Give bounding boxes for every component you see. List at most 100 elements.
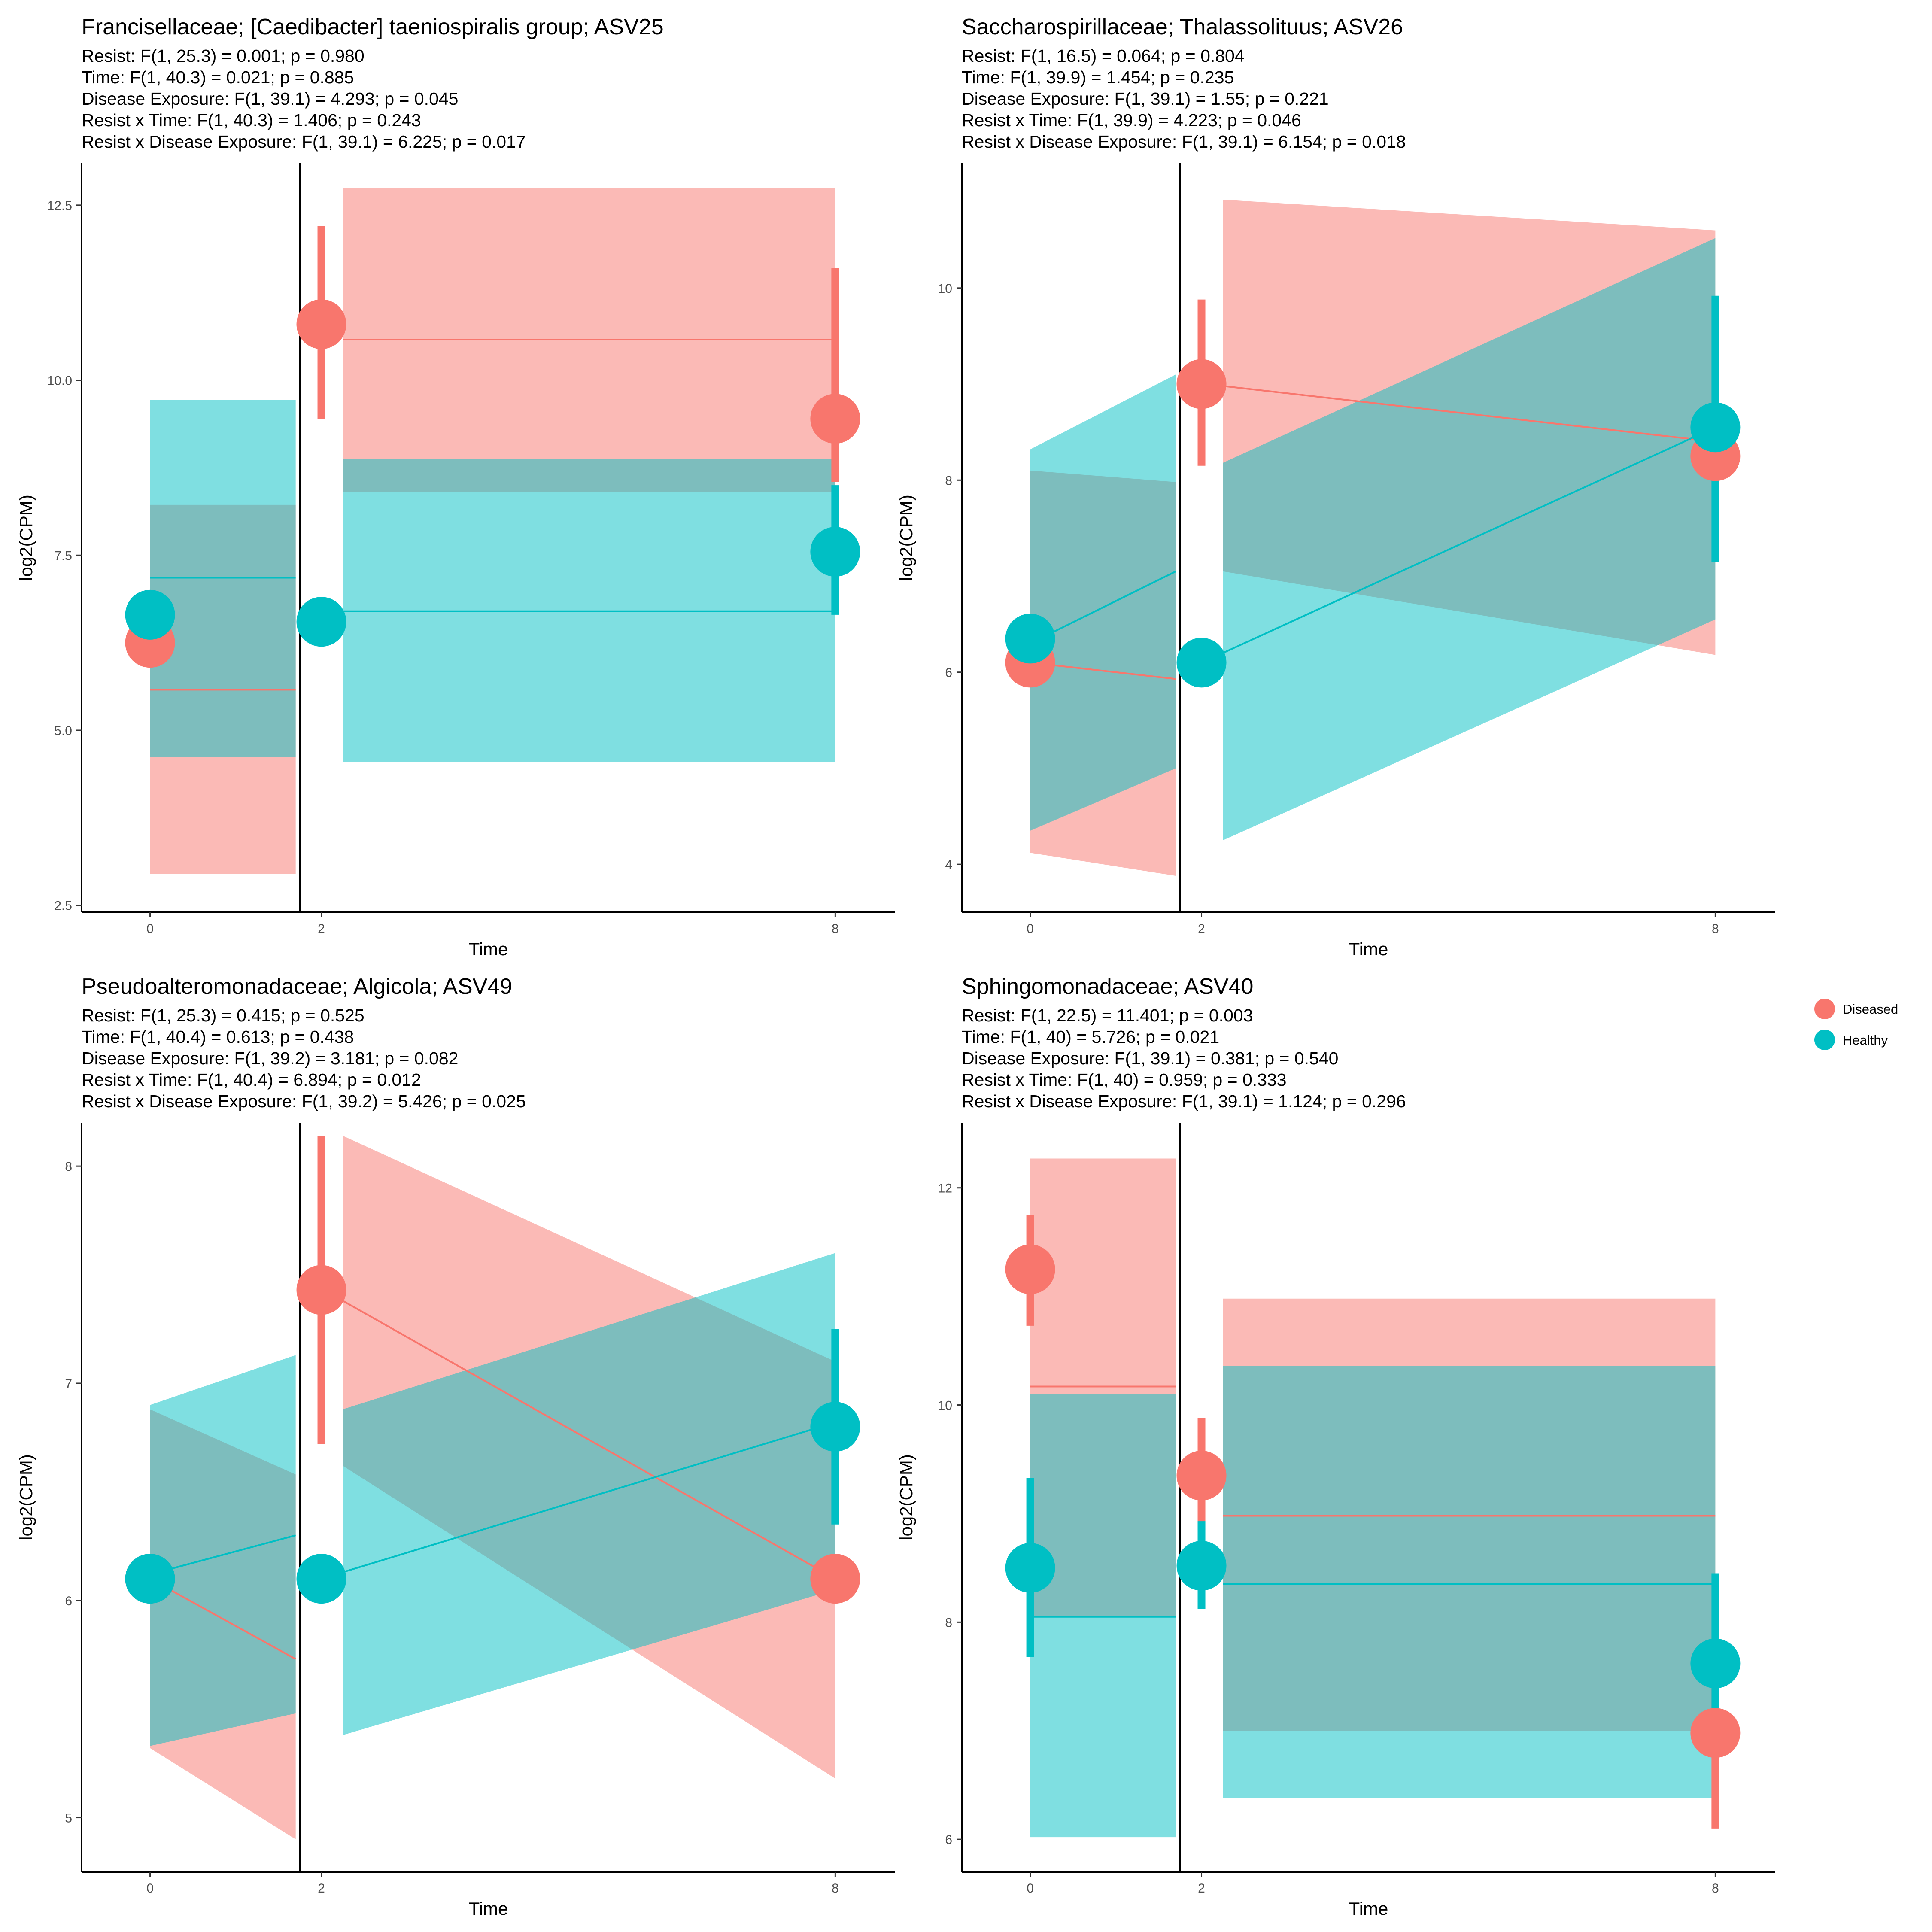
chart-subtitle-line: Resist: F(1, 22.5) = 11.401; p = 0.003	[962, 1005, 1253, 1025]
data-point-healthy	[1005, 614, 1055, 664]
y-axis-title: log2(CPM)	[896, 1454, 916, 1540]
y-tick-label: 5.0	[54, 724, 72, 738]
legend-swatch-healthy	[1814, 1030, 1835, 1050]
chart-panel-2: Saccharospirillaceae; Thalassolituus; AS…	[896, 15, 1775, 959]
data-point-diseased	[1005, 1244, 1055, 1294]
ribbon-healthy	[343, 1253, 835, 1735]
y-tick-label: 6	[945, 1833, 952, 1847]
x-tick-label: 0	[1027, 1881, 1034, 1896]
y-tick-label: 2.5	[54, 899, 72, 913]
y-axis-title: log2(CPM)	[16, 1454, 36, 1540]
chart-subtitle-line: Resist x Disease Exposure: F(1, 39.1) = …	[962, 1091, 1406, 1111]
y-tick-label: 7.5	[54, 549, 72, 563]
y-tick-label: 10	[938, 282, 952, 296]
chart-panel-1: Francisellaceae; [Caedibacter] taeniospi…	[16, 15, 895, 959]
chart-title: Saccharospirillaceae; Thalassolituus; AS…	[962, 15, 1403, 39]
x-axis-title: Time	[469, 939, 508, 959]
data-point-healthy	[296, 1554, 346, 1604]
data-point-healthy	[810, 527, 860, 577]
ribbon-layer	[150, 1136, 835, 1840]
chart-subtitle-line: Resist x Time: F(1, 40.4) = 6.894; p = 0…	[82, 1070, 421, 1090]
y-tick-label: 8	[945, 1616, 952, 1630]
data-point-diseased	[1690, 1708, 1741, 1758]
data-point-diseased	[296, 299, 346, 349]
chart-subtitle-line: Disease Exposure: F(1, 39.2) = 3.181; p …	[82, 1048, 458, 1068]
y-tick-label: 5	[65, 1811, 72, 1826]
ribbon-healthy	[343, 459, 835, 762]
chart-title: Francisellaceae; [Caedibacter] taeniospi…	[82, 15, 664, 39]
chart-subtitle-line: Time: F(1, 40.4) = 0.613; p = 0.438	[82, 1027, 354, 1047]
chart-subtitle-line: Resist x Time: F(1, 40.3) = 1.406; p = 0…	[82, 110, 421, 130]
y-tick-label: 6	[65, 1594, 72, 1608]
x-tick-label: 0	[146, 922, 154, 936]
chart-subtitle-line: Time: F(1, 40.3) = 0.021; p = 0.885	[82, 67, 354, 87]
chart-subtitle-line: Resist x Disease Exposure: F(1, 39.1) = …	[962, 132, 1406, 152]
chart-panel-3: Pseudoalteromonadaceae; Algicola; ASV49 R…	[16, 974, 895, 1919]
y-axis-title: log2(CPM)	[16, 495, 36, 581]
chart-subtitle-line: Disease Exposure: F(1, 39.1) = 4.293; p …	[82, 89, 458, 109]
x-axis-title: Time	[1349, 939, 1388, 959]
legend-swatch-diseased	[1814, 999, 1835, 1019]
x-tick-label: 2	[1198, 922, 1205, 936]
data-point-healthy	[1690, 1638, 1741, 1689]
chart-subtitle-line: Resist x Time: F(1, 39.9) = 4.223; p = 0…	[962, 110, 1301, 130]
legend: Diseased Healthy	[1814, 999, 1898, 1050]
data-point-healthy	[1176, 1540, 1227, 1591]
fit-line-healthy	[1030, 571, 1176, 644]
legend-label-healthy: Healthy	[1843, 1033, 1888, 1048]
fit-line-diseased	[1223, 385, 1716, 443]
x-tick-label: 2	[318, 922, 325, 936]
x-axis-title: Time	[1349, 1899, 1388, 1919]
chart-subtitle-line: Resist x Time: F(1, 40) = 0.959; p = 0.3…	[962, 1070, 1287, 1090]
chart-subtitle-line: Resist x Disease Exposure: F(1, 39.2) = …	[82, 1091, 526, 1111]
fit-line-diseased	[342, 1300, 836, 1580]
fit-line-healthy	[1222, 426, 1716, 654]
chart-title: Sphingomonadaceae; ASV40	[962, 974, 1253, 999]
ribbon-healthy	[150, 1355, 296, 1746]
x-tick-label: 8	[832, 1881, 839, 1896]
data-point-healthy	[1005, 1543, 1055, 1593]
ribbon-healthy	[1223, 1366, 1716, 1798]
data-point-diseased	[296, 1265, 346, 1315]
chart-panel-4: Sphingomonadaceae; ASV40 Resist: F(1, 22.…	[896, 974, 1775, 1919]
chart-subtitle-line: Time: F(1, 39.9) = 1.454; p = 0.235	[962, 67, 1234, 87]
chart-subtitle-line: Disease Exposure: F(1, 39.1) = 0.381; p …	[962, 1048, 1338, 1068]
chart-subtitle-line: Resist: F(1, 25.3) = 0.415; p = 0.525	[82, 1005, 365, 1025]
y-tick-label: 6	[945, 666, 952, 680]
y-tick-label: 8	[945, 474, 952, 488]
data-point-diseased	[810, 394, 860, 444]
legend-label-diseased: Diseased	[1843, 1002, 1898, 1017]
data-point-healthy	[1690, 402, 1741, 453]
data-point-diseased	[1176, 359, 1227, 409]
data-point-healthy	[810, 1402, 860, 1452]
y-tick-label: 10.0	[47, 374, 72, 388]
fit-line-healthy	[150, 1534, 296, 1575]
x-tick-label: 0	[1027, 922, 1034, 936]
fit-line-healthy	[342, 1422, 835, 1573]
data-point-healthy	[296, 597, 346, 647]
y-tick-label: 4	[945, 858, 952, 872]
data-point-diseased	[1176, 1450, 1227, 1501]
y-tick-label: 8	[65, 1160, 72, 1174]
ribbon-healthy	[1030, 1394, 1176, 1838]
ribbon-layer	[1030, 1158, 1716, 1838]
y-tick-label: 7	[65, 1377, 72, 1391]
y-axis-title: log2(CPM)	[896, 495, 916, 581]
chart-subtitle-line: Resist: F(1, 25.3) = 0.001; p = 0.980	[82, 46, 365, 66]
chart-subtitle-line: Resist x Disease Exposure: F(1, 39.1) = …	[82, 132, 526, 152]
y-tick-label: 12	[938, 1182, 952, 1196]
chart-subtitle-line: Disease Exposure: F(1, 39.1) = 1.55; p =…	[962, 89, 1329, 109]
ribbon-healthy	[1223, 238, 1716, 841]
data-point-healthy	[125, 589, 175, 640]
x-tick-label: 2	[318, 1881, 325, 1896]
data-point-healthy	[1176, 638, 1227, 688]
chart-title: Pseudoalteromonadaceae; Algicola; ASV49	[82, 974, 512, 999]
chart-subtitle-line: Time: F(1, 40) = 5.726; p = 0.021	[962, 1027, 1219, 1047]
data-point-diseased	[810, 1554, 860, 1604]
chart-subtitle-line: Resist: F(1, 16.5) = 0.064; p = 0.804	[962, 46, 1245, 66]
x-tick-label: 2	[1198, 1881, 1205, 1896]
y-tick-label: 12.5	[47, 199, 72, 213]
x-tick-label: 8	[1712, 1881, 1719, 1896]
x-axis-title: Time	[469, 1899, 508, 1919]
